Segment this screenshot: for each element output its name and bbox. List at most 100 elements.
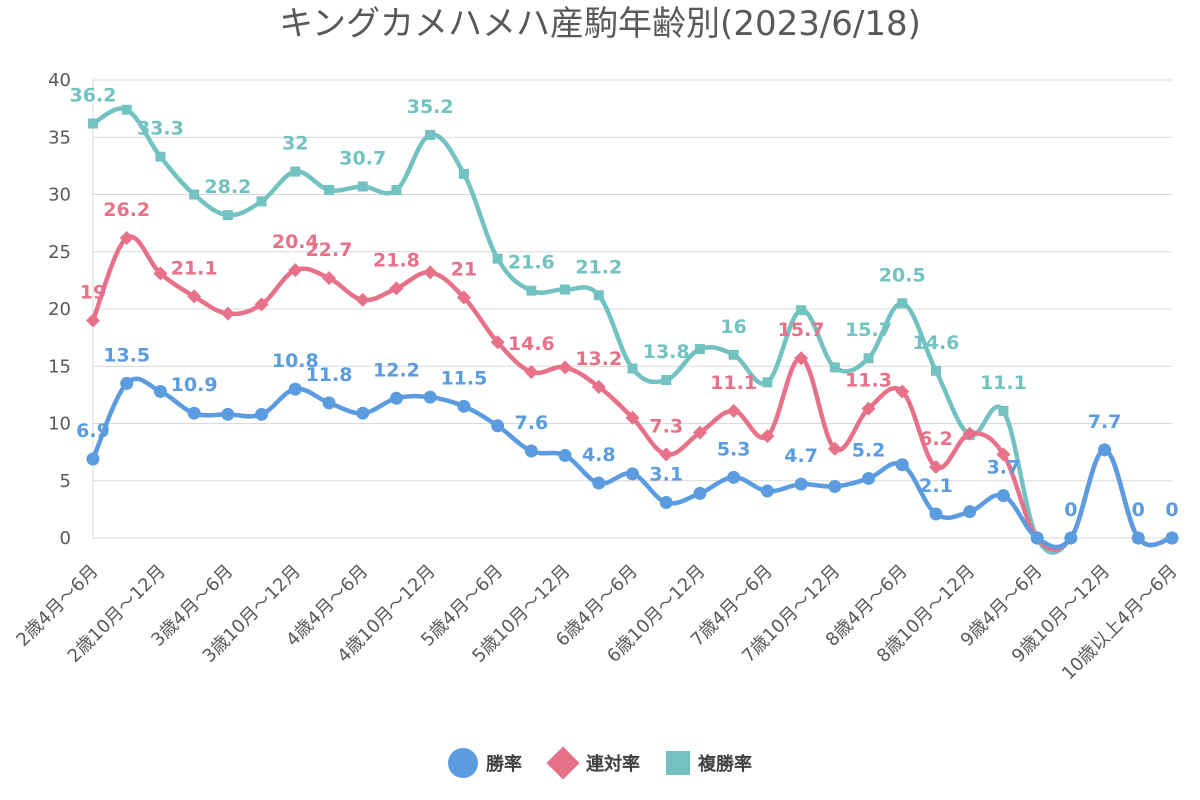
- data-point: [998, 405, 1009, 416]
- data-label: 30.7: [339, 147, 386, 169]
- data-label: 7.7: [1088, 411, 1122, 433]
- y-tick-label: 10: [48, 414, 71, 435]
- data-label: 33.3: [137, 118, 184, 140]
- data-point: [996, 489, 1010, 503]
- data-label: 0: [1132, 499, 1145, 521]
- legend-label: 複勝率: [698, 754, 752, 775]
- legend-label: 連対率: [586, 754, 640, 775]
- data-point: [625, 410, 640, 425]
- data-point: [86, 452, 100, 466]
- data-point: [288, 382, 302, 396]
- data-point: [728, 349, 739, 360]
- y-tick-label: 40: [48, 70, 71, 91]
- data-point: [829, 362, 840, 373]
- data-label: 14.6: [913, 332, 960, 354]
- data-label: 3.7: [987, 457, 1021, 479]
- data-point: [255, 407, 269, 421]
- data-label: 21: [451, 259, 477, 281]
- data-point: [222, 210, 233, 221]
- data-point: [659, 496, 673, 510]
- data-point: [526, 285, 537, 296]
- data-point: [661, 374, 672, 385]
- y-tick-label: 0: [60, 528, 71, 549]
- data-point: [389, 281, 404, 296]
- data-point: [86, 313, 100, 328]
- legend-marker-square: [666, 751, 690, 775]
- data-point: [322, 271, 337, 286]
- data-label: 5.2: [852, 439, 886, 461]
- data-label: 15.7: [845, 319, 892, 341]
- data-point: [593, 290, 604, 301]
- data-label: 11.1: [980, 372, 1027, 394]
- data-point: [458, 168, 469, 179]
- data-point: [1030, 531, 1044, 545]
- x-tick-label: 10歳以上4月～6月: [1058, 561, 1182, 685]
- data-point: [121, 104, 132, 115]
- data-point: [592, 476, 606, 490]
- data-point: [492, 253, 503, 264]
- data-label: 7.6: [515, 412, 549, 434]
- data-point: [1131, 531, 1145, 545]
- legend-marker-diamond: [546, 746, 580, 780]
- data-label: 16: [720, 316, 746, 338]
- data-label: 2.1: [919, 475, 953, 497]
- data-label: 4.8: [582, 444, 616, 466]
- data-point: [254, 297, 269, 312]
- data-point: [290, 166, 301, 177]
- data-point: [88, 118, 98, 129]
- data-label: 3.1: [649, 464, 683, 486]
- data-point: [120, 376, 134, 390]
- data-point: [356, 406, 370, 420]
- y-tick-label: 15: [48, 356, 71, 377]
- data-point: [490, 335, 505, 350]
- data-point: [1098, 443, 1112, 457]
- data-label: 26.2: [103, 199, 150, 221]
- data-point: [627, 363, 638, 374]
- data-point: [760, 484, 774, 498]
- data-label: 21.2: [575, 256, 622, 278]
- data-point: [524, 364, 539, 379]
- data-point: [929, 507, 943, 521]
- data-label: 14.6: [508, 333, 555, 355]
- data-point: [828, 479, 842, 493]
- data-label: 32: [282, 133, 308, 155]
- data-point: [425, 129, 436, 140]
- legend-marker-circle: [448, 748, 478, 778]
- data-point: [626, 467, 639, 481]
- data-label: 22.7: [306, 239, 353, 261]
- data-label: 28.2: [204, 176, 251, 198]
- data-point: [288, 263, 303, 278]
- data-point: [694, 344, 705, 355]
- data-point: [692, 425, 707, 440]
- data-point: [256, 196, 267, 207]
- data-label: 35.2: [407, 96, 454, 118]
- data-label: 13.5: [103, 344, 150, 366]
- data-label: 11.8: [306, 364, 353, 386]
- data-label: 20.4: [272, 231, 319, 253]
- data-point: [391, 184, 402, 195]
- data-point: [794, 351, 809, 366]
- data-point: [963, 505, 977, 519]
- data-point: [220, 306, 235, 321]
- data-point: [693, 486, 707, 500]
- data-point: [423, 390, 437, 404]
- data-label: 20.5: [879, 264, 926, 286]
- data-point: [796, 305, 807, 316]
- data-label: 6.2: [919, 428, 953, 450]
- data-point: [895, 458, 909, 472]
- data-point: [355, 292, 370, 307]
- data-point: [659, 447, 674, 462]
- data-point: [591, 379, 606, 394]
- chart-legend: 勝率 連対率 複勝率: [0, 746, 1200, 780]
- legend-item: 勝率: [448, 748, 522, 778]
- data-point: [389, 391, 403, 405]
- data-label: 11.1: [710, 372, 757, 394]
- data-point: [558, 360, 573, 375]
- data-label: 21.1: [171, 257, 218, 279]
- data-label: 7.3: [649, 415, 683, 437]
- data-point: [827, 441, 842, 456]
- data-point: [153, 266, 168, 281]
- data-label: 10.9: [171, 374, 218, 396]
- y-tick-label: 25: [48, 242, 71, 263]
